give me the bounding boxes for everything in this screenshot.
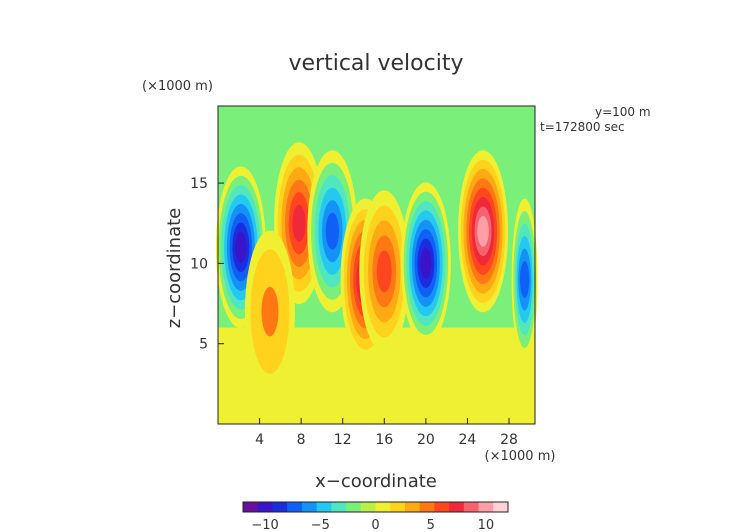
x-axis-ticks: 4 8 12 16 20 24 28 [255,418,518,448]
annotation-t: t=172800 sec [540,120,625,134]
feature-6-level-7 [477,215,489,247]
y-tick-label-2: 15 [190,176,208,192]
colorbar-segment-1 [257,502,273,512]
colorbar-segment-11 [404,502,421,512]
colorbar-segment-2 [272,502,288,512]
x-tick-label-3: 16 [375,432,393,448]
plot-frame [217,105,536,425]
x-tick-label-0: 4 [255,432,264,448]
x-axis-label: x−coordinate [315,471,437,492]
colorbar-segment-6 [331,502,347,512]
colorbar-segment-5 [316,502,332,512]
colorbar-segment-13 [434,502,450,512]
colorbar-segment-16 [478,502,494,512]
colorbar-segment-7 [346,502,362,512]
colorbar-tick-label-1: −5 [311,518,330,532]
x-tick-label-4: 20 [417,432,435,448]
annotation-y: y=100 m [595,105,651,119]
chart-title: vertical velocity [288,51,463,76]
feature-5-level-7 [420,248,432,279]
colorbar-segment-14 [449,502,465,512]
feature-4-level-4 [376,250,392,293]
x-tick-label-2: 12 [334,432,352,448]
colorbar-segment-9 [375,502,391,512]
x-tick-label-1: 8 [297,432,306,448]
colorbar-segment-4 [301,502,318,512]
x-tick-label-6: 28 [500,432,518,448]
colorbar-tick-label-0: −10 [251,518,278,532]
plot-area [215,106,538,424]
colorbar [242,501,509,513]
y-tick-label-1: 10 [190,256,208,272]
colorbar-ticks: −10 −5 0 5 10 [251,518,494,532]
feature-0-level-7 [235,231,247,263]
feature-8-level-5 [519,260,530,298]
x-unit-label: (×1000 m) [485,449,556,464]
y-axis-label: z−coordinate [164,208,185,329]
colorbar-frame [242,501,509,513]
y-unit-label: (×1000 m) [142,79,213,94]
colorbar-tick-label-3: 5 [427,518,435,532]
colorbar-segment-15 [463,502,480,512]
colorbar-tick-label-2: 0 [371,518,379,532]
colorbar-tick-label-4: 10 [478,518,495,532]
colorbar-segment-8 [360,502,376,512]
feature-2-level-5 [325,212,339,250]
y-axis-ticks: 5 10 15 [190,176,224,353]
colorbar-segment-10 [390,502,406,512]
feature-1-level-5 [292,204,306,242]
x-tick-label-5: 24 [459,432,477,448]
y-tick-label-0: 5 [199,337,208,353]
colorbar-segment-17 [493,502,509,512]
colorbar-segment-0 [243,502,259,512]
heatmap-features [215,142,538,393]
feature-7-level-3 [261,286,279,337]
colorbar-segment-12 [419,502,435,512]
colorbar-segment-3 [287,502,303,512]
